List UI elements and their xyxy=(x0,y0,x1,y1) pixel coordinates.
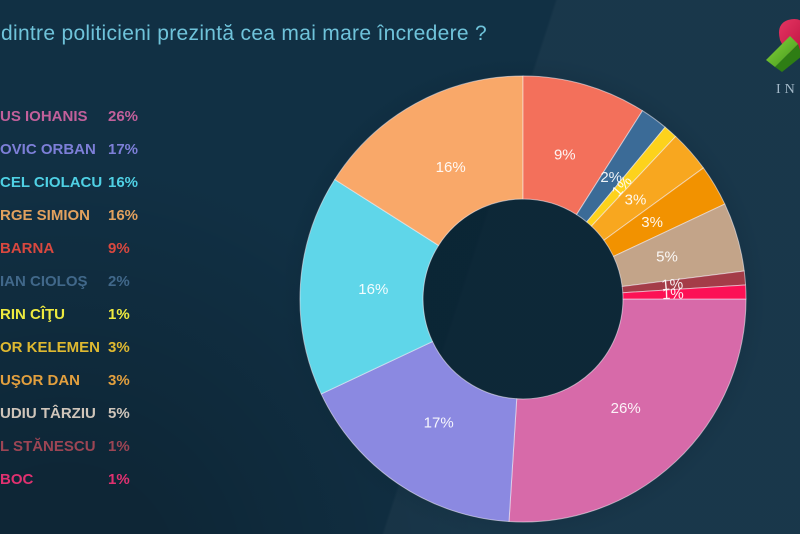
legend-value: 26% xyxy=(108,108,139,125)
chart-slice-label: 26% xyxy=(611,400,641,417)
legend-value: 16% xyxy=(108,174,139,191)
legend-item: BOC 1% xyxy=(0,463,190,496)
chart-slice-cel-ciolacu xyxy=(299,179,440,395)
legend-value: 1% xyxy=(108,438,130,455)
logo-caption: IN xyxy=(776,82,799,97)
chart-slice-label: 3% xyxy=(625,191,647,208)
legend-item: IAN CIOLOŞ 2% xyxy=(0,265,190,298)
page-title: dintre politicieni prezintă cea mai mare… xyxy=(1,22,487,45)
chart-slice-label: 16% xyxy=(436,159,466,176)
legend-value: 1% xyxy=(108,471,130,488)
legend-item: RGE SIMION 16% xyxy=(0,199,190,232)
legend-label: BARNA xyxy=(0,240,55,257)
legend-value: 2% xyxy=(108,273,130,290)
legend-value: 16% xyxy=(108,207,139,224)
chart-slice-label: 3% xyxy=(641,214,663,231)
legend-value: 9% xyxy=(108,240,130,257)
chart-slice-label: 17% xyxy=(424,415,454,432)
chart-slice-label: 5% xyxy=(656,249,678,266)
legend: US IOHANIS 26% OVIC ORBAN 17% CEL CIOLACU 16%… xyxy=(0,100,190,496)
legend-value: 3% xyxy=(108,372,130,389)
legend-item: UŞOR DAN 3% xyxy=(0,364,190,397)
chart-slice-us-iohanis xyxy=(508,298,747,523)
chart-slice-label: 16% xyxy=(358,281,388,298)
legend-label: UŞOR DAN xyxy=(0,372,81,389)
legend-value: 1% xyxy=(108,306,130,323)
legend-label: RGE SIMION xyxy=(0,207,91,224)
legend-label: UDIU TÂRZIU xyxy=(0,405,96,422)
logo-gem-icon xyxy=(766,19,800,72)
chart-slice-rge-simion xyxy=(334,75,524,246)
chart-slice-label: 1% xyxy=(662,285,684,303)
legend-value: 3% xyxy=(108,339,130,356)
legend-item: OR KELEMEN 3% xyxy=(0,331,190,364)
legend-label: OR KELEMEN xyxy=(0,339,101,356)
legend-item: RIN CÎŢU 1% xyxy=(0,298,190,331)
legend-item: CEL CIOLACU 16% xyxy=(0,166,190,199)
legend-label: US IOHANIS xyxy=(0,108,88,125)
legend-item: US IOHANIS 26% xyxy=(0,100,190,133)
legend-label: RIN CÎŢU xyxy=(0,306,65,323)
chart-slice-boc xyxy=(622,284,747,300)
legend-value: 5% xyxy=(108,405,130,422)
legend-item: L STĂNESCU 1% xyxy=(0,430,190,463)
logo-green-face xyxy=(766,36,798,67)
legend-label: OVIC ORBAN xyxy=(0,141,96,158)
legend-label: BOC xyxy=(0,471,34,488)
legend-label: CEL CIOLACU xyxy=(0,174,103,191)
chart-slice-label: 2% xyxy=(600,169,622,186)
legend-item: BARNA 9% xyxy=(0,232,190,265)
logo-green-dark-face xyxy=(775,44,800,72)
legend-value: 17% xyxy=(108,141,139,158)
legend-label: IAN CIOLOŞ xyxy=(0,273,88,290)
chart-slice-ovic-orban xyxy=(320,341,518,523)
legend-item: UDIU TÂRZIU 5% xyxy=(0,397,190,430)
chart-slice-label: 9% xyxy=(554,147,576,164)
legend-item: OVIC ORBAN 17% xyxy=(0,133,190,166)
legend-label: L STĂNESCU xyxy=(0,438,96,455)
